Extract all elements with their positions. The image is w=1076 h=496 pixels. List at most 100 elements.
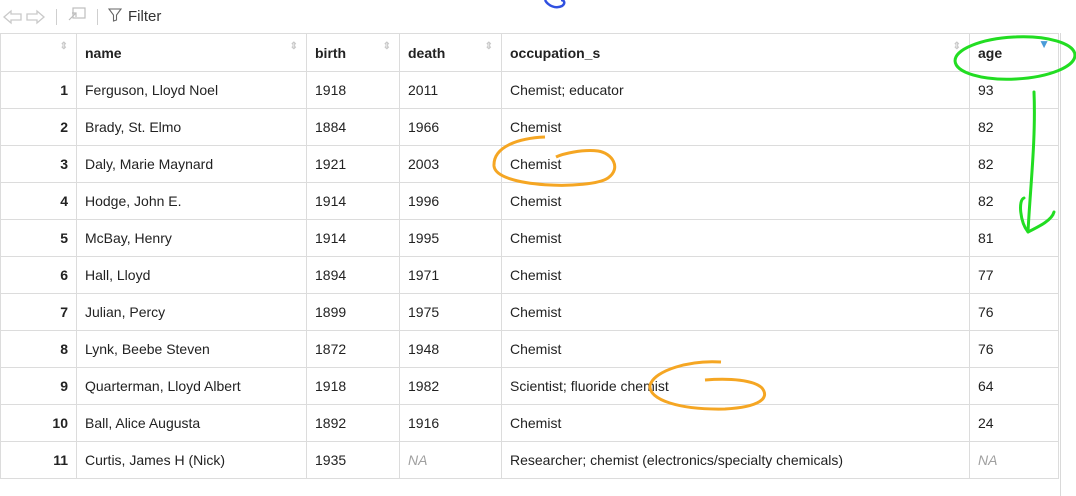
history-nav <box>2 9 46 25</box>
row-number-header[interactable]: ⇕ <box>0 33 77 72</box>
row-number-cell[interactable]: 11 <box>0 441 77 479</box>
row-number-cell[interactable]: 5 <box>0 219 77 257</box>
birth-cell[interactable]: 1921 <box>306 145 400 183</box>
occupation-cell[interactable]: Scientist; fluoride chemist <box>501 367 970 405</box>
birth-cell[interactable]: 1914 <box>306 219 400 257</box>
back-arrow-icon[interactable] <box>2 9 24 25</box>
row-number-cell[interactable]: 7 <box>0 293 77 331</box>
death-cell[interactable]: 1995 <box>399 219 502 257</box>
death-cell[interactable]: 1916 <box>399 404 502 442</box>
age-cell[interactable]: 82 <box>969 182 1059 220</box>
sort-icon: ⇕ <box>59 41 68 52</box>
birth-cell[interactable]: 1899 <box>306 293 400 331</box>
name-cell[interactable]: Quarterman, Lloyd Albert <box>76 367 307 405</box>
row-number-cell[interactable]: 1 <box>0 71 77 109</box>
name-cell[interactable]: McBay, Henry <box>76 219 307 257</box>
name-cell[interactable]: Curtis, James H (Nick) <box>76 441 307 479</box>
column-header-name[interactable]: name ⇕ <box>76 33 307 72</box>
birth-cell[interactable]: 1935 <box>306 441 400 479</box>
death-cell[interactable]: 1948 <box>399 330 502 368</box>
table-row[interactable]: 1 Ferguson, Lloyd Noel 1918 2011 Chemist; ed… <box>0 71 1059 109</box>
name-cell[interactable]: Hall, Lloyd <box>76 256 307 294</box>
death-cell[interactable]: 1982 <box>399 367 502 405</box>
row-number-cell[interactable]: 2 <box>0 108 77 146</box>
age-cell[interactable]: 82 <box>969 145 1059 183</box>
sort-icon: ⇕ <box>484 41 493 52</box>
toolbar: Filter <box>0 0 1076 33</box>
table-row[interactable]: 2 Brady, St. Elmo 1884 1966 Chemist 82 <box>0 108 1059 146</box>
table-row[interactable]: 9 Quarterman, Lloyd Albert 1918 1982 Scienti… <box>0 367 1059 405</box>
row-number-cell[interactable]: 6 <box>0 256 77 294</box>
age-cell[interactable]: 81 <box>969 219 1059 257</box>
name-cell[interactable]: Daly, Marie Maynard <box>76 145 307 183</box>
age-cell[interactable]: 24 <box>969 404 1059 442</box>
occupation-cell[interactable]: Chemist <box>501 108 970 146</box>
age-cell[interactable]: 82 <box>969 108 1059 146</box>
sort-icon: ⇕ <box>382 41 391 52</box>
birth-cell[interactable]: 1918 <box>306 367 400 405</box>
header-row: ⇕ name ⇕ birth ⇕ death ⇕ occupation_s ⇕ age ▼ <box>0 33 1059 72</box>
occupation-cell[interactable]: Chemist <box>501 182 970 220</box>
birth-cell[interactable]: 1884 <box>306 108 400 146</box>
occupation-cell[interactable]: Chemist <box>501 145 970 183</box>
table-row[interactable]: 11 Curtis, James H (Nick) 1935 NA Researcher… <box>0 441 1059 479</box>
death-cell[interactable]: NA <box>399 441 502 479</box>
toolbar-divider <box>97 8 98 25</box>
death-cell[interactable]: 1971 <box>399 256 502 294</box>
column-header-age[interactable]: age ▼ <box>969 33 1059 72</box>
birth-cell[interactable]: 1914 <box>306 182 400 220</box>
name-cell[interactable]: Ball, Alice Augusta <box>76 404 307 442</box>
name-cell[interactable]: Ferguson, Lloyd Noel <box>76 71 307 109</box>
forward-arrow-icon[interactable] <box>24 9 46 25</box>
row-number-cell[interactable]: 8 <box>0 330 77 368</box>
filter-button[interactable]: Filter <box>107 7 162 26</box>
funnel-icon <box>107 7 123 26</box>
table-row[interactable]: 3 Daly, Marie Maynard 1921 2003 Chemist 82 <box>0 145 1059 183</box>
occupation-cell[interactable]: Chemist <box>501 330 970 368</box>
birth-cell[interactable]: 1872 <box>306 330 400 368</box>
death-cell[interactable]: 1975 <box>399 293 502 331</box>
column-header-occupation[interactable]: occupation_s ⇕ <box>501 33 970 72</box>
occupation-cell[interactable]: Chemist <box>501 256 970 294</box>
death-cell[interactable]: 2011 <box>399 71 502 109</box>
column-header-birth[interactable]: birth ⇕ <box>306 33 400 72</box>
row-number-cell[interactable]: 3 <box>0 145 77 183</box>
death-cell[interactable]: 1996 <box>399 182 502 220</box>
table-row[interactable]: 4 Hodge, John E. 1914 1996 Chemist 82 <box>0 182 1059 220</box>
row-number-cell[interactable]: 4 <box>0 182 77 220</box>
row-number-cell[interactable]: 9 <box>0 367 77 405</box>
birth-cell[interactable]: 1894 <box>306 256 400 294</box>
data-grid: ⇕ name ⇕ birth ⇕ death ⇕ occupation_s ⇕ age ▼… <box>0 33 1061 496</box>
occupation-cell[interactable]: Chemist <box>501 404 970 442</box>
age-cell[interactable]: 77 <box>969 256 1059 294</box>
column-header-death[interactable]: death ⇕ <box>399 33 502 72</box>
data-table: ⇕ name ⇕ birth ⇕ death ⇕ occupation_s ⇕ age ▼… <box>0 33 1059 479</box>
name-cell[interactable]: Lynk, Beebe Steven <box>76 330 307 368</box>
filter-label: Filter <box>128 8 162 25</box>
occupation-cell[interactable]: Chemist <box>501 219 970 257</box>
table-row[interactable]: 5 McBay, Henry 1914 1995 Chemist 81 <box>0 219 1059 257</box>
death-cell[interactable]: 2003 <box>399 145 502 183</box>
name-cell[interactable]: Brady, St. Elmo <box>76 108 307 146</box>
toolbar-divider <box>56 8 57 25</box>
occupation-cell[interactable]: Chemist <box>501 293 970 331</box>
death-cell[interactable]: 1966 <box>399 108 502 146</box>
birth-cell[interactable]: 1892 <box>306 404 400 442</box>
name-cell[interactable]: Julian, Percy <box>76 293 307 331</box>
age-cell[interactable]: 76 <box>969 330 1059 368</box>
name-cell[interactable]: Hodge, John E. <box>76 182 307 220</box>
sort-icon: ⇕ <box>952 41 961 52</box>
popout-window-icon[interactable] <box>67 6 87 27</box>
birth-cell[interactable]: 1918 <box>306 71 400 109</box>
row-number-cell[interactable]: 10 <box>0 404 77 442</box>
age-cell[interactable]: 76 <box>969 293 1059 331</box>
occupation-cell[interactable]: Chemist; educator <box>501 71 970 109</box>
table-row[interactable]: 6 Hall, Lloyd 1894 1971 Chemist 77 <box>0 256 1059 294</box>
table-row[interactable]: 7 Julian, Percy 1899 1975 Chemist 76 <box>0 293 1059 331</box>
occupation-cell[interactable]: Researcher; chemist (electronics/special… <box>501 441 970 479</box>
age-cell[interactable]: NA <box>969 441 1059 479</box>
table-row[interactable]: 8 Lynk, Beebe Steven 1872 1948 Chemist 76 <box>0 330 1059 368</box>
table-row[interactable]: 10 Ball, Alice Augusta 1892 1916 Chemist 24 <box>0 404 1059 442</box>
age-cell[interactable]: 93 <box>969 71 1059 109</box>
age-cell[interactable]: 64 <box>969 367 1059 405</box>
